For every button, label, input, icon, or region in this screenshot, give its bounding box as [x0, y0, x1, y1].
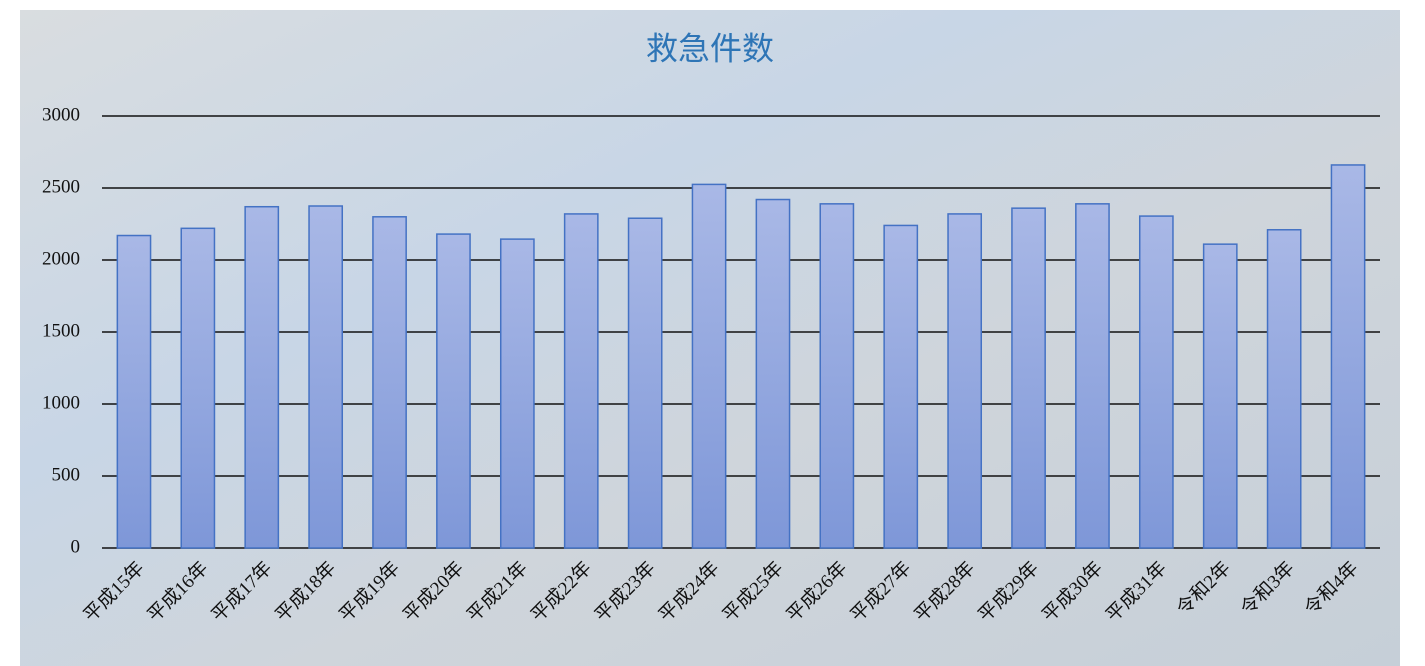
y-tick-label: 2000	[42, 248, 80, 269]
bar	[1075, 203, 1110, 549]
bar	[883, 224, 919, 549]
bar	[116, 234, 152, 549]
y-tick-label: 0	[71, 536, 81, 557]
bar	[627, 217, 663, 549]
bar	[436, 233, 471, 549]
bar	[563, 213, 599, 549]
bar	[1138, 215, 1174, 549]
y-tick-label: 2500	[42, 176, 80, 197]
bar	[1266, 229, 1302, 549]
bar	[1330, 164, 1366, 549]
chart-title: 救急件数	[646, 30, 774, 66]
bar	[1011, 207, 1046, 549]
bar	[372, 216, 407, 549]
y-tick-label: 1500	[42, 320, 80, 341]
bar	[691, 183, 727, 549]
y-tick-label: 1000	[42, 392, 80, 413]
bar	[308, 205, 344, 549]
bar	[1202, 243, 1238, 549]
y-tick-label: 500	[52, 464, 81, 485]
bar	[180, 227, 216, 549]
bar	[755, 198, 791, 549]
y-tick-label: 3000	[42, 104, 80, 125]
bar	[947, 213, 983, 549]
bar	[499, 238, 535, 549]
bar	[819, 203, 855, 549]
bar	[244, 205, 280, 549]
